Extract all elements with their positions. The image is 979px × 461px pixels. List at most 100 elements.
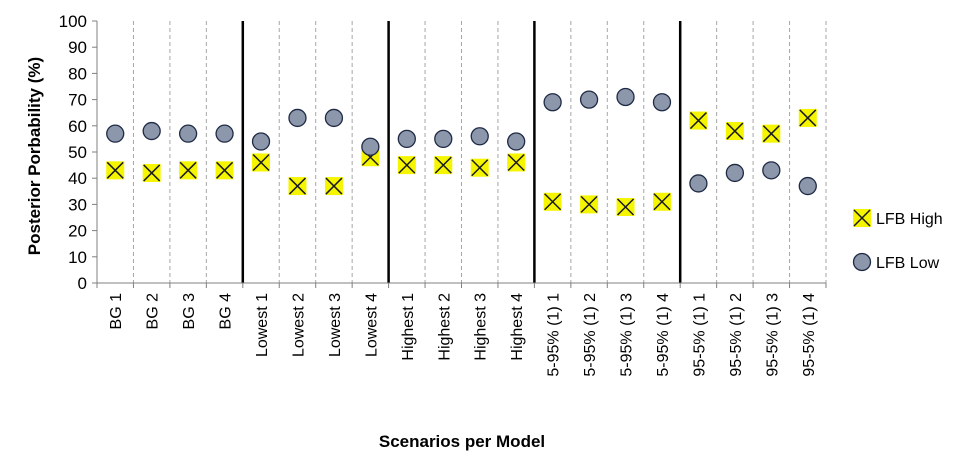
x-tick-label: 95-5% (1) 3 [764, 293, 781, 377]
point-cross [580, 195, 598, 213]
point-lfb-low [579, 90, 599, 109]
x-tick-label: Lowest 2 [290, 293, 307, 357]
point-lfb-low [725, 163, 745, 183]
legend-marker-lfb-low [852, 252, 872, 272]
point-lfb-low [142, 121, 161, 141]
legend-item-lfb-high: LFB High [853, 209, 943, 228]
point-cross [616, 198, 635, 216]
point-lfb-high [179, 161, 198, 180]
data-points [106, 87, 817, 217]
legend-item-lfb-low: LFB Low [852, 252, 940, 272]
point-lfb-high [689, 111, 708, 130]
y-tick-label: 20 [68, 222, 87, 241]
point-lfb-low [324, 108, 344, 128]
point-cross [143, 164, 161, 182]
y-tick-label: 10 [68, 248, 87, 267]
point-cross [434, 156, 452, 174]
x-tick-label: Highest 3 [473, 293, 490, 361]
x-tick-label: Highest 2 [436, 293, 453, 361]
point-lfb-high [252, 153, 271, 172]
point-cross [288, 177, 307, 195]
point-lfb-low [543, 93, 562, 112]
point-cross [853, 209, 871, 227]
point-lfb-high [324, 177, 343, 196]
x-tick-label: 5-95% (1) 2 [582, 293, 599, 377]
point-lfb-high [434, 156, 453, 175]
point-lfb-low [434, 129, 453, 149]
x-tick-labels: BG 1 BG 2 BG 3 BG 4 Lowest 1 Lowest 2 Lowest 3… [108, 293, 818, 377]
y-tick-label: 30 [68, 195, 87, 214]
point-lfb-low [689, 174, 708, 193]
y-tick-label: 0 [78, 274, 87, 293]
axes [92, 20, 827, 288]
point-lfb-high [507, 153, 526, 172]
point-lfb-low [397, 129, 416, 149]
point-lfb-low [798, 176, 817, 196]
point-lfb-low [178, 124, 198, 143]
group-separators [241, 21, 682, 283]
y-tick-labels: 0 10 20 30 40 50 60 70 80 90 100 [59, 12, 87, 293]
point-lfb-low [470, 127, 489, 146]
point-cross [726, 122, 744, 140]
point-lfb-low [106, 124, 125, 143]
x-tick-label: BG 3 [181, 293, 198, 330]
x-tick-label: BG 4 [218, 293, 235, 330]
legend-label-lfb-low: LFB Low [876, 255, 940, 272]
point-lfb-high [215, 161, 234, 180]
point-lfb-high [288, 177, 307, 196]
point-cross [106, 161, 124, 179]
point-cross [179, 161, 197, 179]
x-tick-label: 95-5% (1) 2 [728, 293, 745, 377]
x-tick-label: 95-5% (1) 1 [691, 293, 708, 377]
x-tick-label: 5-95% (1) 4 [655, 293, 672, 377]
point-cross [325, 177, 343, 195]
legend-label-lfb-high: LFB High [876, 211, 943, 228]
point-lfb-low [361, 137, 380, 156]
x-tick-label: 5-95% (1) 3 [619, 293, 636, 377]
y-tick-label: 50 [68, 143, 87, 162]
point-lfb-high [543, 192, 562, 211]
point-lfb-low [215, 124, 234, 143]
point-cross [653, 193, 671, 211]
point-lfb-high [725, 122, 744, 141]
point-cross [398, 156, 416, 174]
point-cross [762, 125, 780, 143]
y-tick-label: 40 [68, 169, 87, 188]
y-tick-label: 90 [68, 38, 87, 57]
x-tick-label: Lowest 3 [327, 293, 344, 357]
x-tick-label: 95-5% (1) 4 [801, 293, 818, 377]
point-lfb-high [616, 198, 635, 217]
x-tick-label: 5-95% (1) 1 [546, 293, 563, 377]
point-lfb-high [397, 156, 416, 175]
x-axis-title: Scenarios per Model [379, 432, 545, 451]
point-cross [507, 153, 525, 172]
x-tick-label: Lowest 1 [254, 293, 271, 357]
point-lfb-high [762, 124, 781, 143]
point-cross [252, 153, 270, 172]
grid-lines [132, 21, 827, 283]
point-cross [689, 112, 707, 130]
x-tick-label: Highest 1 [400, 293, 417, 361]
x-tick-label: BG 2 [145, 293, 162, 330]
x-tick-label: BG 1 [108, 293, 125, 330]
point-lfb-high [580, 195, 599, 214]
point-cross [216, 161, 234, 179]
point-lfb-low [507, 132, 526, 151]
y-axis-title: Posterior Porbability (%) [25, 57, 44, 255]
y-tick-label: 80 [68, 64, 87, 83]
x-tick-label: Highest 4 [509, 293, 526, 361]
point-lfb-low [251, 132, 271, 151]
y-tick-label: 60 [68, 117, 87, 136]
point-cross [799, 109, 817, 127]
point-lfb-low [616, 87, 635, 107]
y-tick-label: 100 [59, 12, 87, 31]
point-cross [544, 193, 562, 211]
point-cross [471, 159, 489, 177]
x-tick-label: Lowest 4 [363, 293, 380, 357]
point-lfb-low [762, 161, 781, 180]
point-lfb-high [106, 161, 125, 180]
point-lfb-high [142, 163, 161, 182]
point-lfb-high [798, 108, 817, 127]
